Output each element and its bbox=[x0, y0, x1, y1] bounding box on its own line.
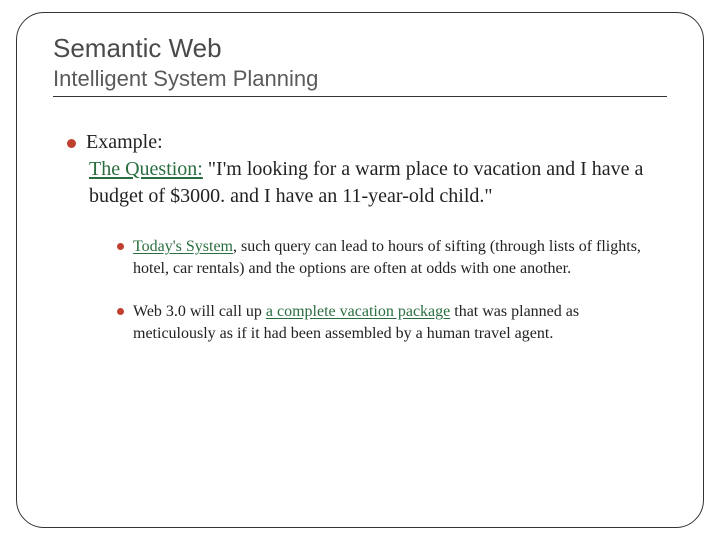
bullet-dot-icon bbox=[117, 308, 124, 315]
sub-bullet-2-text: Web 3.0 will call up a complete vacation… bbox=[133, 301, 649, 344]
bullet-dot-icon bbox=[117, 243, 124, 250]
sub-bullet-1: Today's System, such query can lead to h… bbox=[117, 236, 649, 279]
sub-bullet-2-highlight: a complete vacation package bbox=[266, 303, 450, 320]
sub-bullet-1-lead: Today's System bbox=[133, 238, 233, 255]
slide-title: Semantic Web bbox=[53, 33, 667, 64]
main-bullet: Example: bbox=[67, 131, 667, 154]
sub-bullet-2: Web 3.0 will call up a complete vacation… bbox=[117, 301, 649, 344]
bullet-dot-icon bbox=[67, 139, 76, 148]
question-block: The Question: "I'm looking for a warm pl… bbox=[89, 156, 659, 210]
slide-subtitle: Intelligent System Planning bbox=[53, 66, 667, 97]
main-bullet-label: Example: bbox=[86, 131, 163, 154]
sub-bullet-1-text: Today's System, such query can lead to h… bbox=[133, 236, 649, 279]
question-label: The Question: bbox=[89, 158, 203, 180]
sub-bullet-2-lead: Web 3.0 will call up bbox=[133, 303, 266, 320]
slide-frame: Semantic Web Intelligent System Planning… bbox=[16, 12, 704, 528]
